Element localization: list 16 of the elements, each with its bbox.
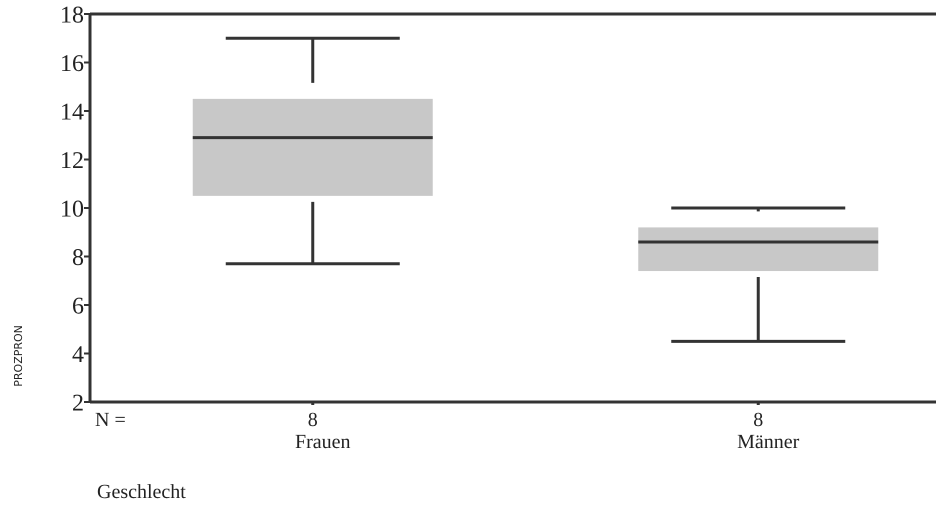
y-tick-label: 2 [72, 390, 84, 416]
y-axis-title: PROZPRON [12, 325, 25, 387]
y-tick-label: 6 [72, 293, 84, 320]
x-tick-label: Frauen [294, 431, 351, 453]
y-tick-label: 18 [60, 2, 84, 28]
x-tick-label: Männer [737, 431, 800, 453]
y-tick-label: 8 [72, 244, 84, 271]
y-tick-label: 10 [60, 196, 84, 222]
text: N = [95, 409, 126, 431]
y-tick-label: 12 [60, 148, 84, 174]
y-tick-label: 14 [60, 99, 84, 126]
x-axis-title: Geschlecht [97, 481, 186, 503]
text: 8 [308, 409, 318, 431]
y-tick-label: 4 [72, 342, 84, 368]
y-tick-label: 16 [60, 50, 84, 77]
text: 8 [753, 409, 764, 431]
